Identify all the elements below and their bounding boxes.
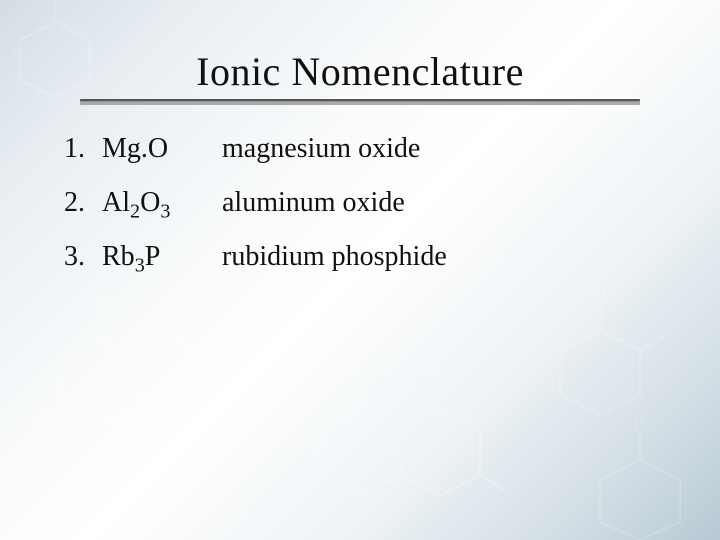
chemical-formula: Al2O3 — [102, 187, 222, 219]
list-item: 3.Rb3Prubidium phosphide — [56, 241, 664, 273]
item-number: 1. — [64, 133, 102, 165]
list-item: 1.Mg.Omagnesium oxide — [56, 133, 664, 165]
list-item: 2.Al2O3aluminum oxide — [56, 187, 664, 219]
compound-name: magnesium oxide — [222, 133, 664, 165]
chemical-formula: Mg.O — [102, 133, 222, 165]
page-title: Ionic Nomenclature — [56, 48, 664, 95]
slide: Ionic Nomenclature 1.Mg.Omagnesium oxide… — [0, 0, 720, 540]
compound-name: rubidium phosphide — [222, 241, 664, 273]
title-underline — [80, 99, 640, 105]
nomenclature-list: 1.Mg.Omagnesium oxide 2.Al2O3aluminum oxi… — [56, 133, 664, 273]
compound-name: aluminum oxide — [222, 187, 664, 219]
item-number: 3. — [64, 241, 102, 273]
item-number: 2. — [64, 187, 102, 219]
chemical-formula: Rb3P — [102, 241, 222, 273]
